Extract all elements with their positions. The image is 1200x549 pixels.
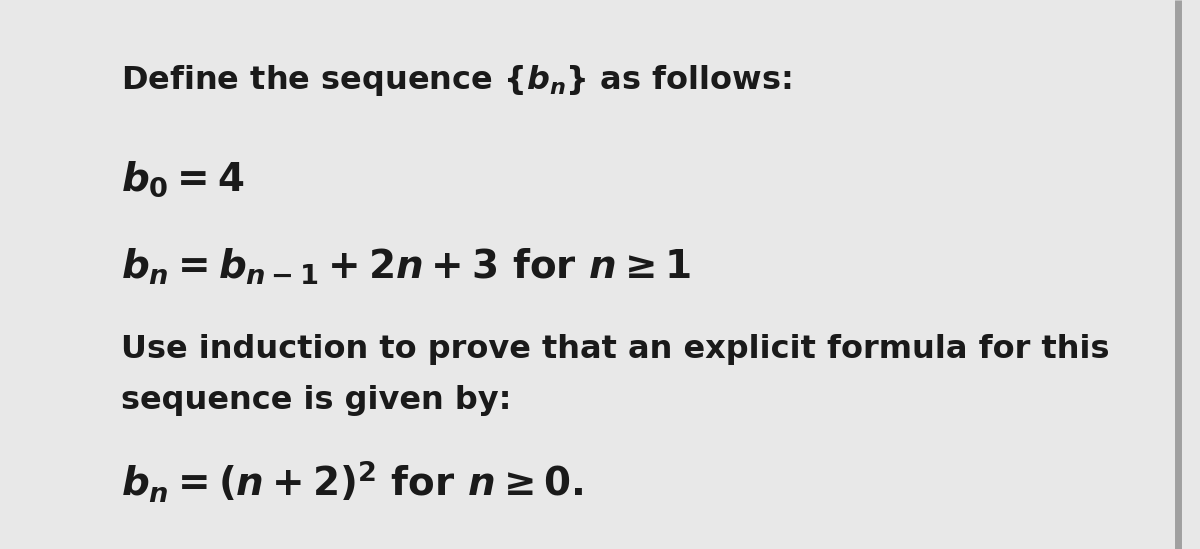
Text: sequence is given by:: sequence is given by: — [120, 385, 511, 417]
Text: Define the sequence $\{b_n\}$ as follows:: Define the sequence $\{b_n\}$ as follows… — [120, 64, 791, 98]
Text: $b_n = (n + 2)^2$ for $n \geq 0$.: $b_n = (n + 2)^2$ for $n \geq 0$. — [120, 458, 583, 504]
Text: Use induction to prove that an explicit formula for this: Use induction to prove that an explicit … — [120, 334, 1109, 365]
Text: $b_n = b_{n-1} + 2n + 3$ for $n \geq 1$: $b_n = b_{n-1} + 2n + 3$ for $n \geq 1$ — [120, 247, 691, 287]
Text: $b_0 = 4$: $b_0 = 4$ — [120, 159, 245, 199]
